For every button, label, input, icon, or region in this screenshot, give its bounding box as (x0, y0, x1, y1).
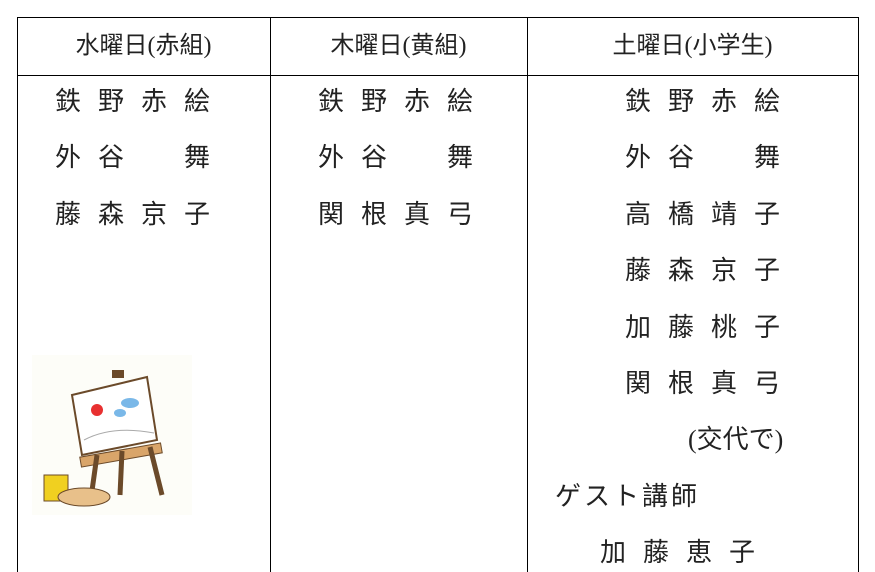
border (17, 75, 859, 76)
cell-text: 鉄野赤絵 (318, 87, 491, 116)
easel-illustration (32, 355, 192, 515)
cell-text: 鉄野赤絵 (55, 87, 228, 116)
cell-text: (交代で) (688, 425, 784, 455)
border (17, 17, 859, 18)
column-header: 土曜日(小学生) (612, 33, 773, 59)
cell-text: ゲスト講師 (555, 481, 701, 511)
cell-text: 加藤恵子 (600, 538, 773, 568)
border (858, 17, 859, 572)
cell-text: 関根真弓 (625, 369, 798, 398)
border (17, 17, 18, 572)
cell-text: 加藤桃子 (625, 312, 798, 342)
cell-text: 外谷 舞 (625, 143, 798, 173)
cell-text: 高橋靖子 (625, 199, 798, 229)
cell-text: 鉄野赤絵 (625, 87, 798, 116)
cell-text: 外谷 舞 (318, 143, 491, 173)
column-header: 水曜日(赤組) (75, 33, 212, 59)
cell-text: 藤森京子 (55, 199, 228, 229)
cell-text: 藤森京子 (625, 256, 798, 286)
cell-text: 関根真弓 (318, 199, 491, 229)
border (527, 17, 528, 572)
cell-text: 外谷 舞 (55, 143, 228, 173)
column-header: 木曜日(黄組) (330, 33, 467, 59)
border (270, 17, 271, 572)
